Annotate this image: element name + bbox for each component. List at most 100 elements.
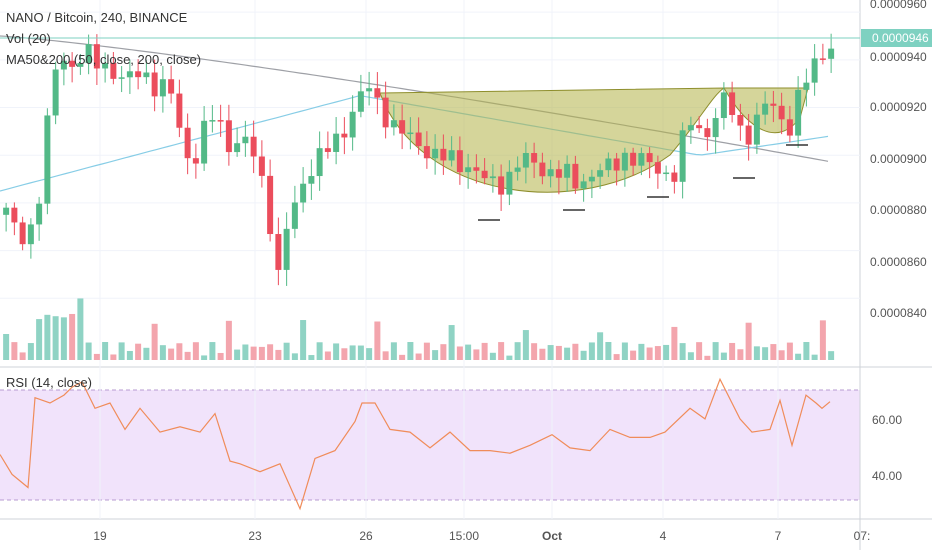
volume-bar	[687, 352, 694, 360]
volume-bar	[3, 334, 10, 360]
candle-body	[819, 58, 826, 60]
candle-body	[176, 93, 183, 128]
candle-body	[390, 120, 397, 128]
candle-body	[737, 114, 744, 126]
candle-body	[250, 136, 257, 157]
candle-body	[69, 60, 76, 67]
candle-body	[465, 167, 472, 173]
candle-body	[720, 92, 727, 119]
volume-bar	[77, 298, 84, 360]
volume-bar	[522, 330, 529, 360]
candle-body	[308, 176, 315, 184]
candle-body	[440, 148, 447, 161]
volume-bar	[811, 354, 818, 360]
candle-body	[597, 170, 604, 177]
time-tick: 19	[93, 529, 107, 543]
volume-bar	[93, 353, 100, 360]
rsi-tick: 40.00	[872, 469, 902, 483]
volume-bar	[489, 352, 496, 360]
candle-body	[44, 115, 51, 204]
candle-body	[498, 176, 505, 195]
volume-bar	[135, 343, 142, 360]
volume-bar	[514, 342, 521, 360]
volume-bar	[85, 342, 92, 360]
volume-bar	[597, 332, 604, 360]
volume-bar	[267, 344, 274, 360]
candle-body	[19, 222, 26, 245]
candle-body	[184, 127, 191, 159]
price-tick: 0.0000940	[870, 50, 927, 64]
candle-body	[704, 128, 711, 138]
volume-bar	[69, 313, 76, 360]
support-markers	[478, 144, 808, 221]
candle-body	[621, 152, 628, 171]
volume-bar	[671, 326, 678, 360]
price-tick: 0.0000840	[870, 306, 927, 320]
candle-body	[415, 132, 422, 147]
candle-body	[588, 176, 595, 182]
candle-body	[605, 158, 612, 171]
candle-body	[572, 163, 579, 189]
candle-body	[201, 120, 208, 164]
volume-bar	[300, 320, 307, 360]
volume-bar	[176, 343, 183, 360]
candle-body	[423, 146, 430, 159]
candle-body	[159, 79, 166, 97]
candle-body	[828, 48, 835, 59]
time-tick: 4	[660, 529, 667, 543]
candle-body	[654, 162, 661, 174]
candle-body	[762, 103, 769, 115]
volume-bar	[357, 345, 364, 360]
volume-bar	[762, 347, 769, 360]
volume-bar	[448, 325, 455, 360]
candle-body	[374, 88, 381, 98]
volume-bar	[225, 320, 232, 360]
candle-body	[679, 130, 686, 182]
rsi-legend: RSI (14, close)	[6, 375, 92, 390]
volume-bar	[473, 349, 480, 360]
volume-bar	[382, 351, 389, 360]
volume-bar	[341, 348, 348, 360]
candle-body	[481, 170, 488, 179]
candle-body	[712, 118, 719, 138]
volume-bar	[630, 350, 637, 360]
volume-bar	[283, 342, 290, 360]
volume-bar	[168, 348, 175, 360]
candle-body	[357, 91, 364, 112]
candle-body	[77, 63, 84, 67]
candle-body	[11, 207, 18, 223]
candle-body	[291, 202, 298, 229]
volume-bar	[52, 316, 59, 360]
price-tick: 0.0000880	[870, 203, 927, 217]
current-price-badge	[861, 29, 932, 47]
volume-bar	[712, 342, 719, 360]
candle-body	[687, 125, 694, 131]
candle-body	[85, 44, 92, 64]
candle-body	[531, 153, 538, 163]
volume-bar	[795, 353, 802, 360]
time-tick: 26	[359, 529, 373, 543]
ma-200-line	[0, 35, 829, 162]
volume-bar	[555, 345, 562, 360]
candle-body	[366, 88, 373, 92]
volume-bar	[27, 343, 34, 360]
time-tick: 7	[775, 529, 782, 543]
price-tick: 0.0000900	[870, 152, 927, 166]
candle-body	[564, 163, 571, 178]
candle-body	[456, 150, 463, 173]
volume-bar	[819, 320, 826, 360]
volume-bar	[151, 323, 158, 360]
candle-body	[630, 152, 637, 166]
volume-bar	[415, 353, 422, 360]
volume-bar	[126, 350, 133, 360]
volume-bar	[481, 342, 488, 360]
volume-bar	[605, 342, 612, 360]
rsi-line	[0, 377, 831, 511]
volume-bar	[770, 344, 777, 360]
candle-body	[225, 120, 232, 153]
volume-bar	[679, 343, 686, 360]
volume-bar	[621, 342, 628, 360]
volume-legend: Vol (20)	[6, 31, 51, 46]
